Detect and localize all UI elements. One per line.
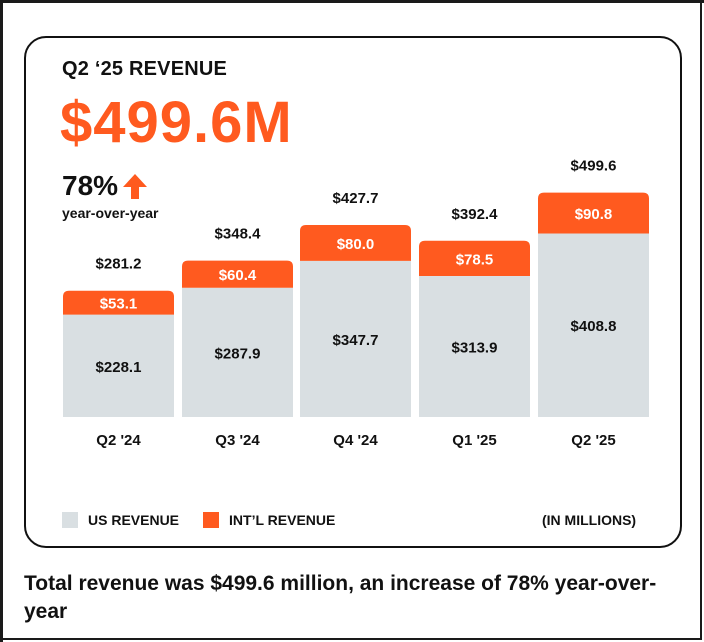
bar-us-4 (538, 233, 649, 417)
x-tick-label-3: Q1 '25 (452, 432, 496, 449)
intl-value-label-0: $53.1 (100, 296, 138, 313)
legend-item-us: US REVENUE (62, 512, 179, 528)
legend-swatch-intl (203, 512, 220, 528)
total-label-3: $392.4 (452, 206, 499, 223)
legend-label-intl: INT’L REVENUE (229, 512, 336, 528)
x-tick-label-4: Q2 '25 (571, 432, 615, 449)
bar-intl-2 (300, 224, 411, 261)
yoy-percent: 78% (62, 170, 119, 201)
legend-label-us: US REVENUE (88, 512, 180, 528)
x-tick-label-0: Q2 '24 (96, 432, 141, 449)
x-tick-label-1: Q3 '24 (215, 432, 260, 449)
bar-us-3 (419, 276, 530, 417)
total-revenue: $499.6M (60, 90, 293, 155)
legend: US REVENUE INT’L REVENUE (62, 512, 359, 528)
bar-us-2 (300, 260, 411, 417)
bar-us-0 (63, 314, 174, 417)
x-tick-label-2: Q4 '24 (333, 432, 378, 449)
bar-us-1 (182, 287, 293, 417)
intl-value-label-1: $60.4 (219, 267, 257, 284)
us-value-label-3: $313.9 (452, 340, 498, 357)
yoy-row: 78% (62, 170, 148, 202)
caption: Total revenue was $499.6 million, an inc… (24, 572, 657, 623)
us-value-label-0: $228.1 (96, 359, 142, 376)
total-label-4: $499.6 (571, 158, 617, 175)
us-value-label-2: $347.7 (333, 332, 379, 349)
us-value-label-4: $408.8 (571, 318, 617, 335)
outer-frame-left (0, 0, 3, 642)
units-label: (IN MILLIONS) (542, 512, 637, 528)
bar-intl-1 (182, 260, 293, 288)
total-label-2: $427.7 (333, 190, 379, 207)
bar-intl-0 (63, 290, 174, 315)
bar-intl-3 (419, 240, 530, 277)
intl-value-label-4: $90.8 (575, 206, 613, 223)
total-label-0: $281.2 (96, 256, 142, 273)
bar-intl-4 (538, 192, 649, 234)
us-value-label-1: $287.9 (215, 345, 261, 362)
total-label-1: $348.4 (215, 226, 262, 243)
outer-frame-top (0, 0, 704, 3)
legend-item-intl: INT’L REVENUE (203, 512, 335, 528)
intl-value-label-3: $78.5 (456, 251, 494, 268)
intl-value-label-2: $80.0 (337, 236, 375, 253)
yoy-label: year-over-year (62, 205, 159, 221)
legend-swatch-us (62, 512, 78, 528)
card-title: Q2 ‘25 REVENUE (62, 58, 228, 80)
arrow-up-icon (123, 174, 148, 199)
